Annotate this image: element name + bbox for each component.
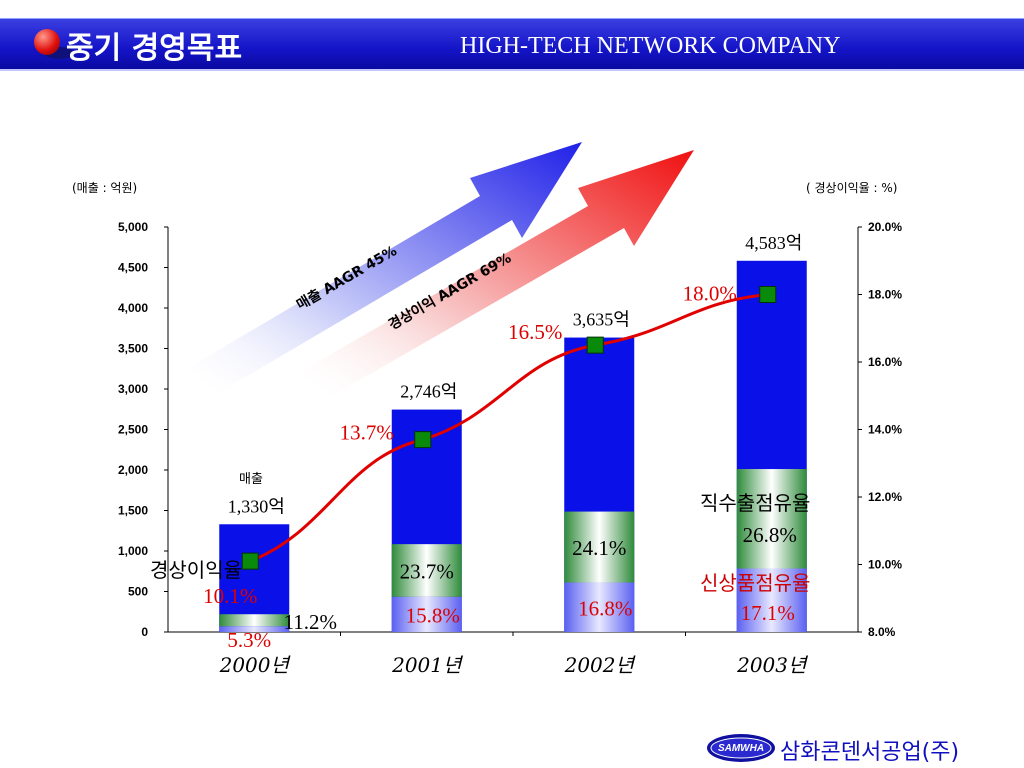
profit-rate-label: 16.5% bbox=[508, 320, 562, 344]
right-axis-tick-label: 16.0% bbox=[868, 355, 902, 369]
company-slogan: HIGH-TECH NETWORK COMPANY bbox=[460, 33, 841, 59]
new-product-share-label: 5.3% bbox=[227, 628, 271, 652]
x-category-label: 2001년 bbox=[391, 653, 464, 677]
new-product-share-segment bbox=[564, 582, 635, 632]
export-share-segment bbox=[219, 614, 290, 627]
x-category-label: 2002년 bbox=[564, 653, 637, 677]
header-bar: 중기 경영목표 HIGH-TECH NETWORK COMPANY bbox=[0, 18, 1024, 71]
left-axis-tick-label: 500 bbox=[128, 585, 148, 599]
profit-rate-label: 13.7% bbox=[340, 421, 394, 445]
export-share-segment bbox=[564, 511, 635, 583]
sales-bars bbox=[219, 260, 807, 632]
x-axis-separators bbox=[340, 632, 686, 636]
left-axis-tick-label: 2,000 bbox=[118, 463, 148, 477]
right-axis-tick-label: 12.0% bbox=[868, 490, 902, 504]
profit-rate-marker bbox=[414, 431, 432, 449]
profit-rate-label: 10.1% bbox=[203, 584, 257, 608]
export-share-label: 23.7% bbox=[400, 559, 454, 583]
new-product-share-segment bbox=[736, 568, 807, 632]
left-axis-ticks: 0 500 1,000 1,500 2,000 2,500 3,000 3,500 4,000 4… bbox=[118, 220, 168, 639]
export-share-segment bbox=[736, 469, 807, 569]
profit-rate-annotation: 경상이익율 bbox=[150, 558, 242, 582]
left-axis-tick-label: 2,500 bbox=[118, 423, 148, 437]
export-share-label: 26.8% bbox=[743, 523, 797, 547]
new-product-share-segment bbox=[219, 626, 290, 632]
profit-rate-marker bbox=[586, 336, 604, 354]
sales-bar bbox=[219, 524, 290, 632]
right-axis-tick-label: 20.0% bbox=[868, 220, 902, 234]
export-share-label: 24.1% bbox=[572, 536, 626, 560]
right-axis-tick-label: 10.0% bbox=[868, 558, 902, 572]
sales-value-label: 3,635억 bbox=[573, 310, 630, 330]
left-axis-tick-label: 4,500 bbox=[118, 261, 148, 275]
export-share-segment bbox=[391, 544, 462, 597]
x-category-label: 2003년 bbox=[736, 653, 809, 677]
new-product-share-annotation: 신상품점유율 bbox=[700, 571, 810, 595]
profit-rate-curve bbox=[249, 293, 768, 563]
profit-rate-marker bbox=[759, 286, 777, 303]
profit-growth-arrow bbox=[300, 150, 694, 396]
export-share-label: 11.2% bbox=[284, 610, 337, 634]
right-axis-tick-label: 8.0% bbox=[868, 625, 896, 639]
right-axis-tick-label: 18.0% bbox=[868, 288, 902, 302]
new-product-share-label: 16.8% bbox=[578, 596, 632, 620]
left-axis-tick-label: 0 bbox=[141, 625, 148, 639]
sales-value-label: 1,330억 bbox=[228, 496, 285, 516]
new-product-share-label: 17.1% bbox=[741, 601, 795, 625]
x-category-label: 2000년 bbox=[219, 653, 292, 677]
logo-text: SAMWHA bbox=[718, 743, 764, 754]
left-axis-unit: (매출 : 억원) bbox=[72, 181, 137, 195]
left-axis-tick-label: 3,500 bbox=[118, 342, 148, 356]
left-axis-tick-label: 1,500 bbox=[118, 504, 148, 518]
page-title: 중기 경영목표 bbox=[66, 31, 243, 66]
left-axis-tick-label: 4,000 bbox=[118, 301, 148, 315]
sales-value-label: 2,746억 bbox=[400, 382, 457, 402]
footer-company-name: 삼화콘덴서공업(주) bbox=[780, 740, 960, 765]
new-product-share-label: 15.8% bbox=[406, 603, 460, 627]
export-share-annotation: 직수출점유율 bbox=[700, 491, 810, 515]
right-axis-unit: ( 경상이익율 : %) bbox=[806, 181, 897, 195]
profit-rate-marker bbox=[241, 552, 259, 570]
left-axis-tick-label: 1,000 bbox=[118, 544, 148, 558]
title-bullet-icon bbox=[34, 29, 60, 55]
sales-value-label: 4,583억 bbox=[745, 233, 802, 253]
right-axis-tick-label: 14.0% bbox=[868, 423, 902, 437]
profit-rate-label: 18.0% bbox=[683, 282, 737, 306]
profit-rate-line bbox=[241, 286, 777, 570]
sales-annotation: 매출 bbox=[239, 472, 263, 487]
data-labels: 2000년 2001년 2002년 2003년 1,330억 2,746억 3,635억 4,… bbox=[203, 233, 809, 677]
sales-growth-arrow bbox=[188, 142, 582, 392]
samwha-logo: SAMWHA bbox=[707, 734, 775, 762]
left-axis-tick-label: 3,000 bbox=[118, 382, 148, 396]
left-axis-tick-label: 5,000 bbox=[118, 220, 148, 234]
new-product-share-segment bbox=[391, 596, 462, 632]
right-axis-ticks: 8.0% 10.0% 12.0% 14.0% 16.0% 18.0% 20.0% bbox=[858, 220, 902, 639]
